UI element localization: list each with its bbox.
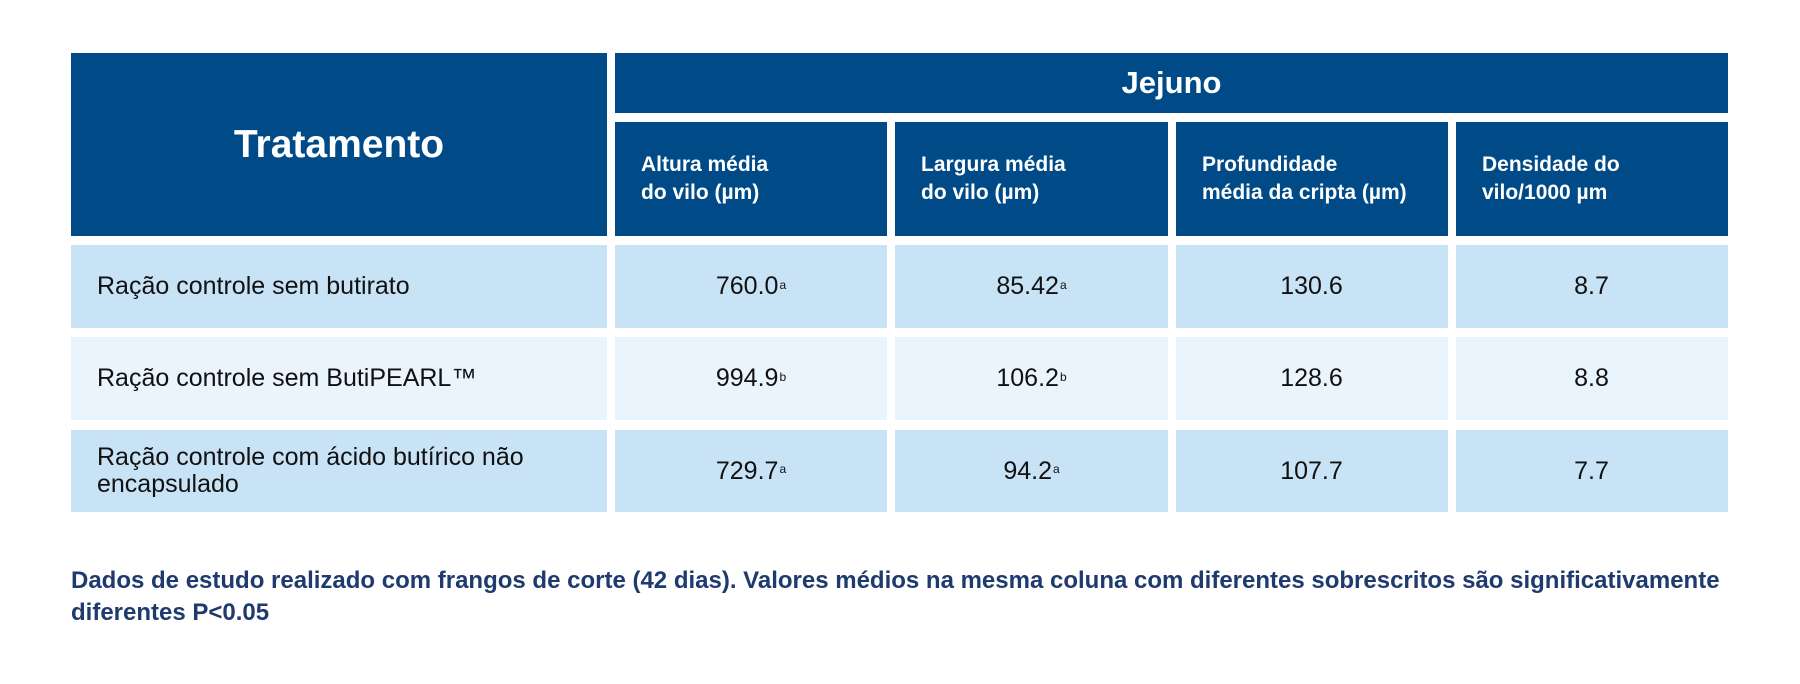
column-header-villus-height: Altura média do vilo (µm) xyxy=(615,122,887,236)
column-header-crypt-depth: Profundidade média da cripta (µm) xyxy=(1176,122,1448,236)
row-2-crypt-depth: 128.6 xyxy=(1176,337,1448,420)
column-header-villus-density: Densidade do vilo/1000 µm xyxy=(1456,122,1728,236)
row-1-treatment: Ração controle sem butirato xyxy=(71,245,607,328)
row-2-villus-height: 994.9 b xyxy=(615,337,887,420)
row-3-villus-density: 7.7 xyxy=(1456,430,1728,512)
row-2-villus-width: 106.2 b xyxy=(895,337,1168,420)
row-2-villus-density: 8.8 xyxy=(1456,337,1728,420)
row-3-villus-height: 729.7 a xyxy=(615,430,887,512)
row-1-villus-width: 85.42 a xyxy=(895,245,1168,328)
row-3-villus-width: 94.2 a xyxy=(895,430,1168,512)
footnote: Dados de estudo realizado com frangos de… xyxy=(71,567,1720,626)
jejuno-group-header: Jejuno xyxy=(615,53,1728,113)
row-1-crypt-depth: 130.6 xyxy=(1176,245,1448,328)
row-1-villus-height: 760.0 a xyxy=(615,245,887,328)
treatment-column-header: Tratamento xyxy=(71,53,607,236)
row-3-treatment: Ração controle com ácido butírico não en… xyxy=(71,430,607,512)
row-1-villus-density: 8.7 xyxy=(1456,245,1728,328)
column-header-villus-width: Largura média do vilo (µm) xyxy=(895,122,1168,236)
row-2-treatment: Ração controle sem ButiPEARL™ xyxy=(71,337,607,420)
row-3-crypt-depth: 107.7 xyxy=(1176,430,1448,512)
